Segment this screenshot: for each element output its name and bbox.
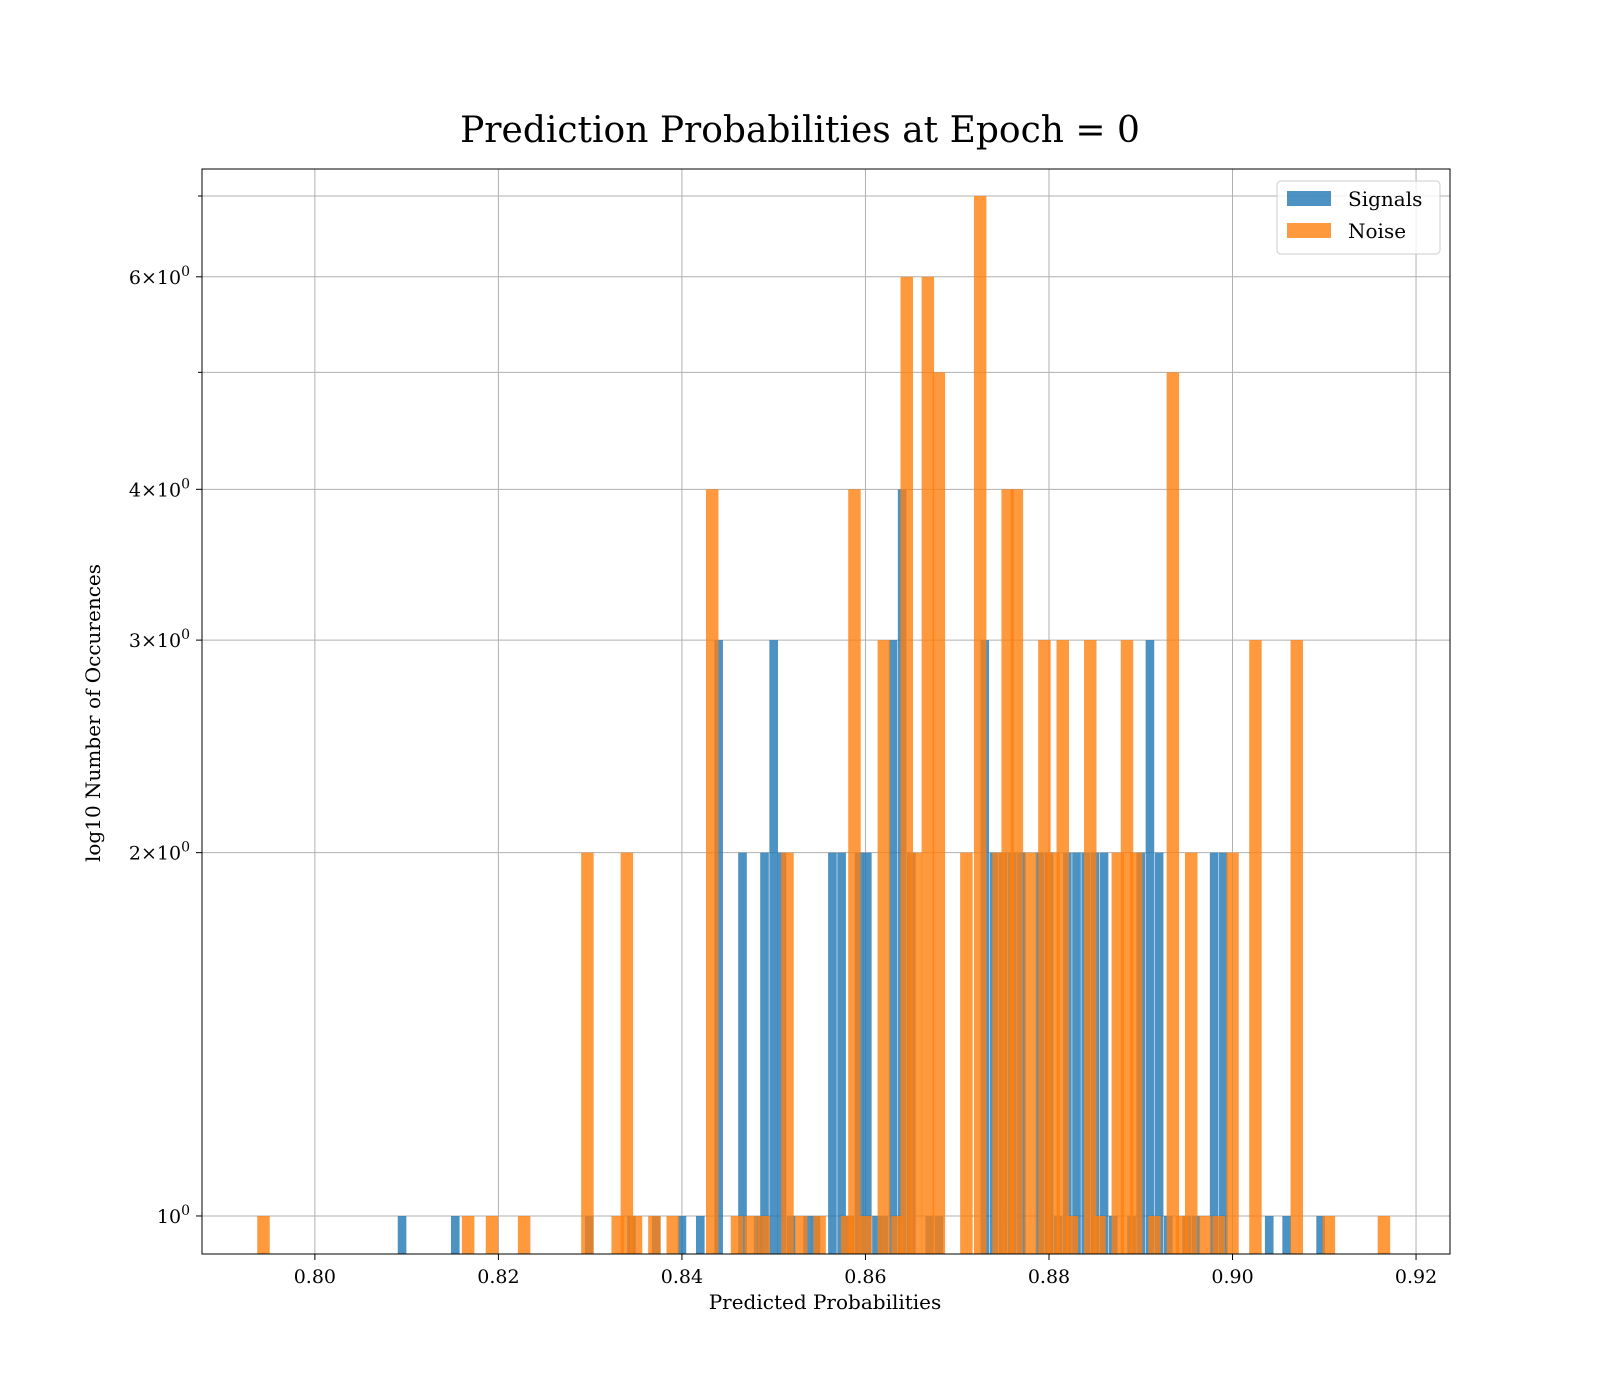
noise-bar — [666, 1215, 679, 1254]
signals-bar — [1145, 640, 1155, 1254]
noise-bar — [648, 1215, 661, 1254]
noise-bar — [705, 489, 719, 1254]
x-tick-label: 0.88 — [1028, 1266, 1070, 1288]
signals-bar — [872, 1215, 881, 1254]
noise-bar — [848, 489, 861, 1254]
noise-bar — [973, 195, 987, 1255]
signals-bar — [888, 640, 898, 1254]
signals-bar — [1282, 1215, 1291, 1254]
signals-bar — [837, 852, 846, 1254]
x-axis-label: Predicted Probabilities — [709, 1290, 942, 1314]
signals-bar — [1072, 852, 1081, 1254]
noise-bar — [517, 1215, 531, 1254]
signals-bar — [828, 852, 837, 1254]
noise-bar — [1129, 852, 1143, 1254]
noise-bar — [960, 852, 973, 1254]
legend-swatch-signals — [1287, 191, 1331, 206]
noise-bar — [794, 1215, 808, 1254]
y-axis-label: log10 Number of Occurences — [81, 564, 105, 862]
signals-bar — [769, 640, 779, 1254]
noise-bar — [1024, 852, 1037, 1254]
y-tick-label: 4×100 — [129, 476, 190, 501]
plot-frame — [201, 168, 1451, 1255]
y-tick-label: 2×100 — [129, 840, 190, 865]
x-tick-label: 0.92 — [1395, 1266, 1437, 1288]
noise-bar — [921, 276, 935, 1254]
x-tick-label: 0.90 — [1211, 1266, 1253, 1288]
y-tick-label: 6×100 — [129, 264, 190, 289]
noise-bar — [877, 640, 891, 1254]
signals-bar — [738, 852, 747, 1254]
noise-bar — [813, 1215, 826, 1254]
noise-bar — [1290, 640, 1303, 1254]
grid — [202, 169, 1450, 1254]
noise-bar — [620, 852, 634, 1254]
y-tick-label: 3×100 — [129, 627, 190, 652]
noise-bar — [909, 852, 923, 1254]
signals-bar — [803, 1215, 812, 1254]
x-tick-label: 0.86 — [844, 1266, 886, 1288]
signals-bar — [1154, 852, 1164, 1254]
signals-bar — [862, 852, 872, 1254]
noise-bar — [730, 1215, 744, 1254]
signals-bar — [1099, 852, 1109, 1254]
noise-bar — [757, 1215, 770, 1254]
legend-label-signals: Signals — [1348, 187, 1422, 211]
y-tick-label: 100 — [157, 1203, 190, 1228]
noise-bar — [744, 1215, 757, 1254]
legend-swatch-noise — [1287, 223, 1331, 238]
y-axis-ticks: 100 2×100 3×100 4×100 6×100 — [129, 195, 202, 1228]
noise-bar — [1166, 372, 1180, 1254]
x-axis-ticks: 0.80 0.82 0.84 0.86 0.88 0.90 0.92 — [294, 1254, 1437, 1288]
noise-bar — [1010, 489, 1024, 1254]
noise-bar — [581, 852, 594, 1254]
signals-bar — [714, 640, 723, 1254]
x-tick-label: 0.84 — [661, 1266, 703, 1288]
noise-bars — [257, 195, 1391, 1255]
x-tick-label: 0.80 — [294, 1266, 336, 1288]
noise-bar — [1249, 640, 1262, 1254]
noise-bar — [1093, 1215, 1106, 1254]
noise-bar — [1184, 852, 1198, 1254]
noise-bar — [1084, 640, 1097, 1254]
signals-bar — [760, 852, 769, 1254]
noise-bar — [1198, 1215, 1212, 1254]
signals-bar — [1316, 1215, 1325, 1254]
noise-bar — [1148, 1215, 1161, 1254]
legend-label-noise: Noise — [1348, 219, 1406, 243]
noise-bar — [1226, 852, 1239, 1254]
x-tick-label: 0.82 — [477, 1266, 519, 1288]
noise-bar — [1377, 1215, 1391, 1254]
legend: Signals Noise — [1276, 180, 1441, 255]
noise-bar — [859, 1215, 872, 1254]
noise-bar — [1322, 1215, 1336, 1254]
noise-bar — [1056, 640, 1069, 1254]
noise-bar — [461, 1215, 475, 1254]
noise-bar — [1212, 1215, 1225, 1254]
chart-title: Prediction Probabilities at Epoch = 0 — [460, 110, 1140, 151]
signals-bar — [695, 1215, 705, 1254]
signals-bar — [677, 1215, 687, 1254]
signals-bar — [397, 1215, 407, 1254]
signals-bar — [450, 1215, 460, 1254]
signals-bar — [1219, 852, 1228, 1254]
noise-bar — [485, 1215, 499, 1254]
signals-bar — [1209, 852, 1219, 1254]
noise-bar — [257, 1215, 270, 1254]
noise-bar — [781, 852, 794, 1254]
noise-bar — [932, 372, 946, 1254]
signals-bar — [1264, 1215, 1274, 1254]
noise-bar — [1065, 1215, 1079, 1254]
noise-bar — [629, 1215, 643, 1254]
